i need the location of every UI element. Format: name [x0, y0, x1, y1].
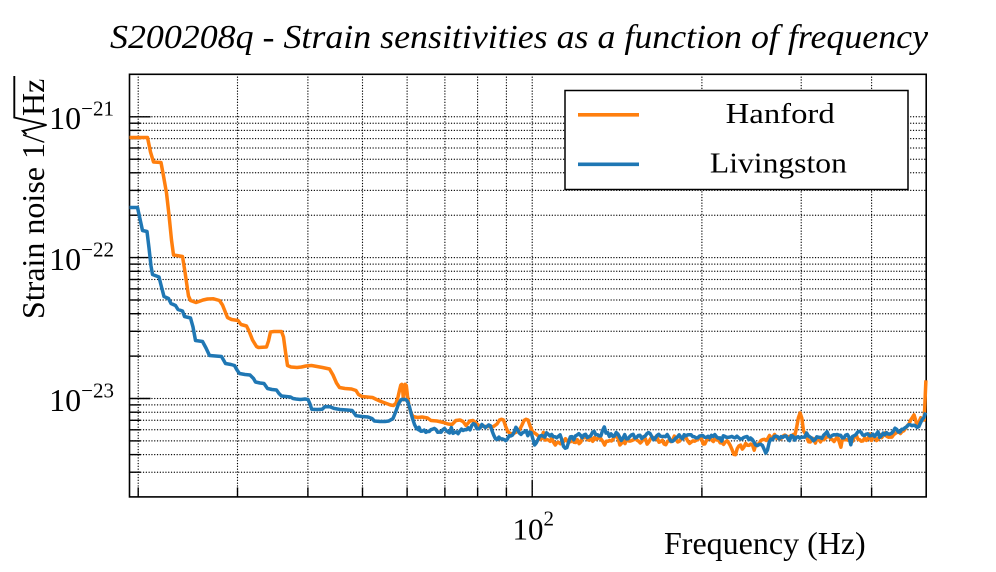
svg-text:Hanford: Hanford [726, 99, 835, 130]
svg-text:S200208q - Strain sensitivitie: S200208q - Strain sensitivities as a fun… [110, 19, 929, 56]
svg-text:Hz: Hz [15, 79, 51, 116]
svg-text:Strain noise 1/: Strain noise 1/ [15, 134, 51, 319]
svg-text:Frequency (Hz): Frequency (Hz) [664, 525, 866, 561]
svg-text:Livingston: Livingston [710, 148, 847, 179]
